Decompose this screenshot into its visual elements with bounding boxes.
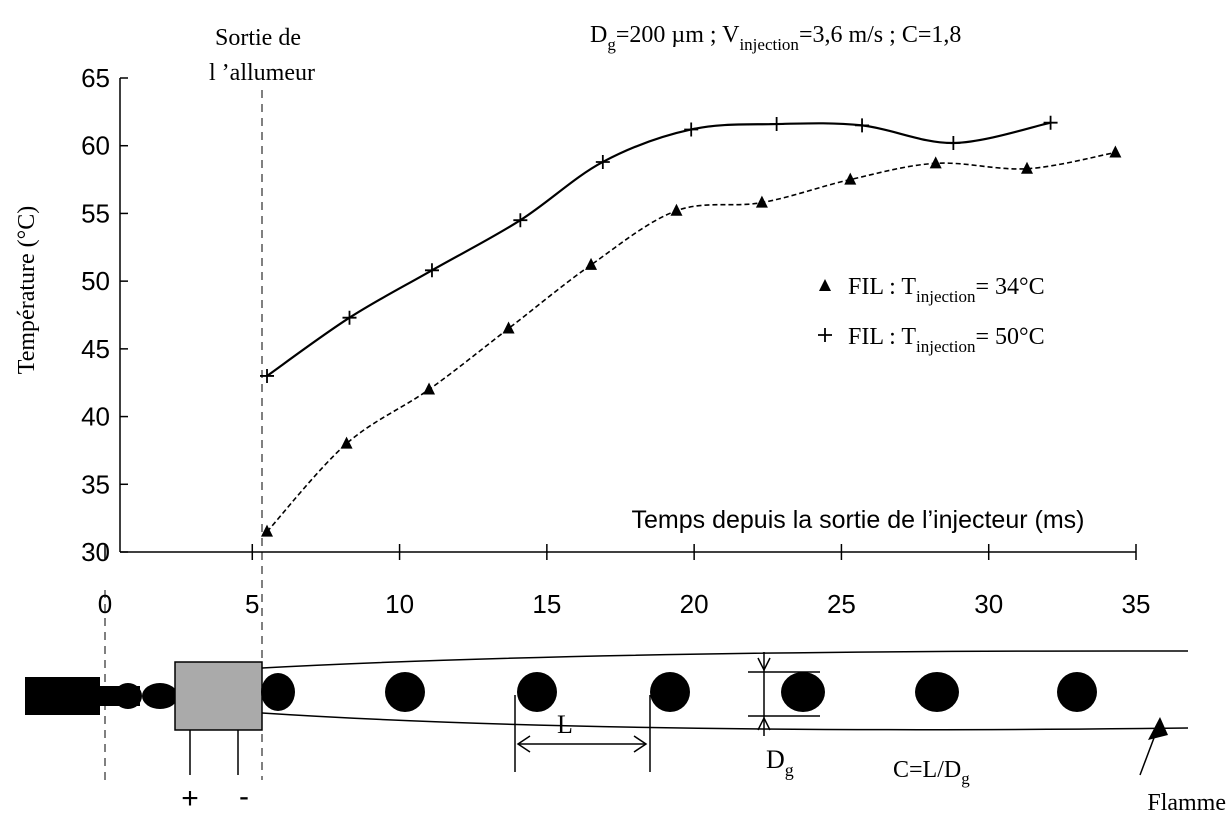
x-tick-label: 35 xyxy=(1122,589,1151,619)
y-axis-label: Température (°C) xyxy=(14,206,40,375)
point xyxy=(502,321,515,334)
igniter xyxy=(174,661,263,731)
legend-label: FIL : Tinjection= 50°C xyxy=(848,324,1045,356)
point xyxy=(769,117,784,132)
legend-text: = 50°C xyxy=(976,324,1045,350)
y-tick-label: 50 xyxy=(81,266,110,296)
droplets xyxy=(261,672,1097,712)
chart-title: Dg=200 µm ; Vinjection=3,6 m/s ; C=1,8 xyxy=(590,22,961,54)
legend-text: FIL : T xyxy=(848,274,916,300)
arrow-head xyxy=(1148,717,1168,740)
x-tick-label: 25 xyxy=(827,589,856,619)
legend-text: = 34°C xyxy=(976,274,1045,300)
x-tick-label: 5 xyxy=(245,589,259,619)
point xyxy=(855,118,870,133)
point xyxy=(260,368,275,383)
ratio-label: C=L/Dg xyxy=(893,757,970,788)
point xyxy=(1043,115,1058,130)
point xyxy=(585,257,598,270)
plus-label: + xyxy=(181,782,199,815)
x-tick-label: 0 xyxy=(98,589,112,619)
x-tick-label: 15 xyxy=(532,589,561,619)
droplet xyxy=(517,672,557,712)
injector-tip xyxy=(142,683,178,709)
droplet xyxy=(385,672,425,712)
point xyxy=(342,310,357,325)
point xyxy=(755,195,768,208)
droplet xyxy=(650,672,690,712)
point xyxy=(261,524,274,537)
injector-body xyxy=(25,677,100,715)
droplet xyxy=(915,672,959,712)
legend-text: FIL : T xyxy=(848,324,916,350)
point xyxy=(423,382,436,395)
point xyxy=(340,436,353,449)
spray-edge xyxy=(261,650,1189,669)
y-tick-label: 35 xyxy=(81,469,110,499)
legend-marker xyxy=(818,328,832,342)
annotation: l ’allumeur xyxy=(209,60,315,86)
point xyxy=(513,213,528,228)
legend-text: injection xyxy=(916,337,976,356)
y-tick-label: 60 xyxy=(81,131,110,161)
y-tick-label: 55 xyxy=(81,198,110,228)
point xyxy=(684,122,699,137)
series-line xyxy=(266,151,1116,533)
legend-label: FIL : Tinjection= 34°C xyxy=(848,274,1045,306)
series-line xyxy=(266,121,1051,377)
flame-label: Flamme xyxy=(1147,790,1226,816)
point xyxy=(929,156,942,169)
diameter-label: Dg xyxy=(766,745,794,780)
minus-label: - xyxy=(239,780,249,813)
point xyxy=(1021,161,1034,174)
spacing-label: L xyxy=(557,710,573,739)
injector-diagram: L Dg C=L/Dg + - Flamme xyxy=(25,90,1226,816)
point xyxy=(595,154,610,169)
y-tick-label: 65 xyxy=(81,63,110,93)
annotation: Sortie de xyxy=(215,25,301,51)
injector-tip xyxy=(114,683,142,709)
x-tick-label: 20 xyxy=(680,589,709,619)
droplet xyxy=(781,672,825,712)
point xyxy=(670,203,683,216)
legend-marker xyxy=(819,279,831,291)
point xyxy=(424,263,439,278)
y-tick-label: 45 xyxy=(81,334,110,364)
droplet xyxy=(261,673,295,711)
legend-text: injection xyxy=(916,287,976,306)
x-tick-label: 30 xyxy=(974,589,1003,619)
x-tick-label: 10 xyxy=(385,589,414,619)
point xyxy=(844,172,857,185)
point xyxy=(946,136,961,151)
spray-edge xyxy=(261,712,1189,731)
x-axis-label: Temps depuis la sortie de l’injecteur (m… xyxy=(632,506,1085,534)
dimension-lines xyxy=(189,652,1161,776)
point xyxy=(1109,145,1122,158)
droplet xyxy=(1057,672,1097,712)
y-tick-label: 40 xyxy=(81,402,110,432)
